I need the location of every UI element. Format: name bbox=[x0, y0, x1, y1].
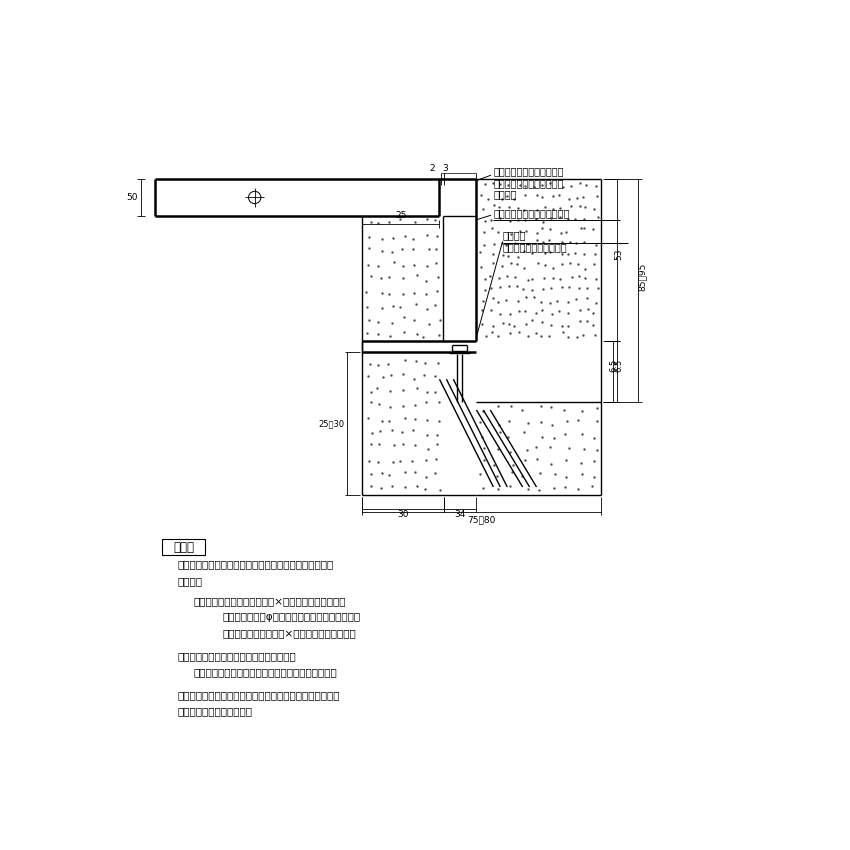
Text: サイドバー　　ＦＢ４×５０（ＳＵＳ３０４）: サイドバー ＦＢ４×５０（ＳＵＳ３０４） bbox=[223, 628, 356, 638]
Text: アンカー: アンカー bbox=[502, 230, 526, 241]
Text: 施工場所の状況に合わせて、アンカーをプライヤー等で折: 施工場所の状況に合わせて、アンカーをプライヤー等で折 bbox=[178, 690, 340, 700]
Text: 50: 50 bbox=[126, 193, 138, 202]
Text: 3: 3 bbox=[443, 164, 449, 173]
Text: 34: 34 bbox=[455, 510, 466, 519]
Text: ステンレス製受枠ＲＬ－５０: ステンレス製受枠ＲＬ－５０ bbox=[493, 208, 570, 218]
Text: 6.5: 6.5 bbox=[615, 358, 623, 371]
Text: 25～30: 25～30 bbox=[319, 419, 345, 428]
Text: クロスバー　　φ６　　　　　（ＳＵＳ３０４）: クロスバー φ６ （ＳＵＳ３０４） bbox=[223, 612, 360, 622]
Text: ステンレス製受枠　ＲＬ－５０（四方枠）: ステンレス製受枠 ＲＬ－５０（四方枠） bbox=[178, 651, 297, 661]
Text: 25: 25 bbox=[395, 212, 406, 220]
Text: 30: 30 bbox=[398, 510, 409, 519]
Text: 材質：ステンレス鋼板ｔ＝３．０（ＳＵＳ３０４）: 材質：ステンレス鋼板ｔ＝３．０（ＳＵＳ３０４） bbox=[193, 667, 337, 677]
Text: 仕　様: 仕 様 bbox=[173, 541, 195, 553]
Text: 6.5: 6.5 bbox=[609, 358, 619, 371]
Bar bbox=[162, 540, 206, 555]
Text: 53: 53 bbox=[615, 248, 623, 260]
Text: ステンレス製グレーチング　滑り止め模様付　集水桝用: ステンレス製グレーチング 滑り止め模様付 集水桝用 bbox=[178, 559, 334, 569]
Text: 75～80: 75～80 bbox=[468, 515, 496, 524]
Text: 85～95: 85～95 bbox=[638, 263, 647, 291]
Text: 2: 2 bbox=[429, 164, 434, 173]
Text: ステンレス製グレーチング: ステンレス製グレーチング bbox=[493, 167, 564, 176]
Text: 滑り止め模様付　集水桝用: 滑り止め模様付 集水桝用 bbox=[493, 178, 564, 188]
Text: ｔ＝２．０（ＳＥＣＣ）: ｔ＝２．０（ＳＥＣＣ） bbox=[502, 242, 567, 252]
Text: ＳＭＱＷ: ＳＭＱＷ bbox=[178, 576, 202, 586]
Text: り曲げてご使用ください。: り曲げてご使用ください。 bbox=[178, 706, 252, 716]
Text: ＳＭＱＷ: ＳＭＱＷ bbox=[493, 190, 517, 200]
Text: 材質：メインバー　　ＦＢ４×５０（ＳＵＳ３０４）: 材質：メインバー ＦＢ４×５０（ＳＵＳ３０４） bbox=[193, 596, 346, 606]
